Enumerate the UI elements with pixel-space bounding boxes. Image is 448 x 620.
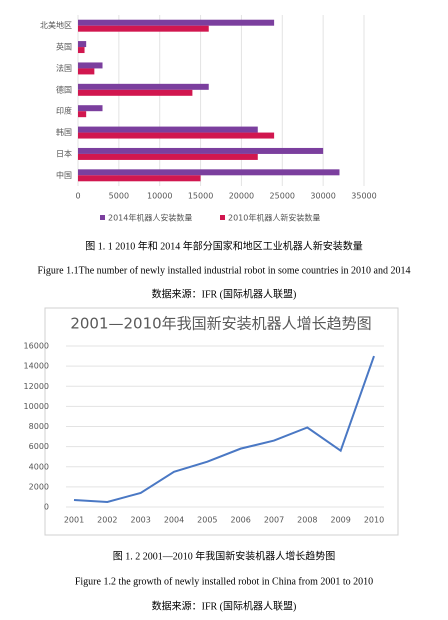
x-tick-label: 2007 (264, 516, 284, 525)
caption-en: Figure 1.1The number of newly installed … (38, 265, 411, 276)
bar (78, 105, 103, 112)
y-tick-label: 北美地区 (40, 20, 72, 30)
caption-en: Figure 1.2 the growth of newly installed… (75, 576, 373, 587)
x-tick-label: 15000 (188, 192, 213, 201)
y-tick-label: 16000 (24, 342, 49, 351)
y-tick-label: 韩国 (56, 127, 72, 137)
caption-source: 数据来源：IFR (国际机器人联盟) (152, 287, 297, 300)
x-tick-label: 35000 (351, 192, 376, 201)
y-tick-label: 日本 (56, 148, 72, 158)
bar (78, 47, 85, 54)
x-tick-label: 5000 (109, 192, 129, 201)
y-tick-label: 6000 (29, 442, 49, 451)
bar (78, 153, 258, 160)
bar (78, 68, 95, 75)
y-tick-label: 8000 (29, 422, 49, 431)
chart-frame (44, 307, 399, 536)
x-tick-label: 2010 (364, 516, 384, 525)
bar (78, 89, 193, 96)
x-tick-label: 2006 (230, 516, 250, 525)
bar (78, 19, 275, 26)
x-tick-label: 2004 (164, 516, 184, 525)
y-tick-label: 10000 (24, 402, 49, 411)
bar (78, 147, 324, 154)
line (73, 355, 375, 503)
y-tick-label: 印度 (56, 106, 72, 116)
bar (78, 175, 201, 182)
legend-label: 2014年机器人安装数量 (108, 213, 192, 223)
y-tick-label: 12000 (24, 382, 49, 391)
x-tick-label: 2008 (297, 516, 317, 525)
bar (78, 41, 87, 48)
bar (78, 25, 209, 32)
caption-cn: 图 1. 1 2010 年和 2014 年部分国家和地区工业机器人新安装数量 (85, 239, 363, 252)
x-tick-label: 2001 (64, 516, 84, 525)
y-tick-label: 英国 (56, 42, 72, 52)
y-tick-label: 德国 (56, 84, 72, 94)
bar (78, 111, 87, 118)
bar (78, 62, 103, 69)
x-tick-label: 2009 (330, 516, 350, 525)
y-tick-label: 0 (44, 503, 49, 512)
chart-title: 2001—2010年我国新安装机器人增长趋势图 (70, 315, 371, 333)
bar (78, 83, 209, 90)
legend-swatch (100, 215, 105, 220)
y-tick-label: 中国 (56, 170, 72, 180)
x-tick-label: 20000 (229, 192, 254, 201)
x-tick-label: 10000 (147, 192, 172, 201)
caption-cn: 图 1. 2 2001—2010 年我国新安装机器人增长趋势图 (113, 549, 336, 562)
y-tick-label: 2000 (29, 482, 49, 491)
legend-label: 2010年机器人新安装数量 (228, 213, 320, 223)
x-tick-label: 2005 (197, 516, 217, 525)
bar (78, 126, 258, 133)
x-tick-label: 0 (75, 192, 80, 201)
y-tick-label: 4000 (29, 462, 49, 471)
bar (78, 169, 340, 176)
bar (78, 132, 275, 139)
caption-source: 数据来源：IFR (国际机器人联盟) (152, 599, 297, 612)
y-tick-label: 法国 (56, 63, 72, 73)
x-tick-label: 2002 (97, 516, 117, 525)
x-tick-label: 25000 (270, 192, 295, 201)
legend-swatch (220, 215, 225, 220)
x-tick-label: 2003 (130, 516, 150, 525)
y-tick-label: 14000 (24, 362, 49, 371)
x-tick-label: 30000 (310, 192, 335, 201)
